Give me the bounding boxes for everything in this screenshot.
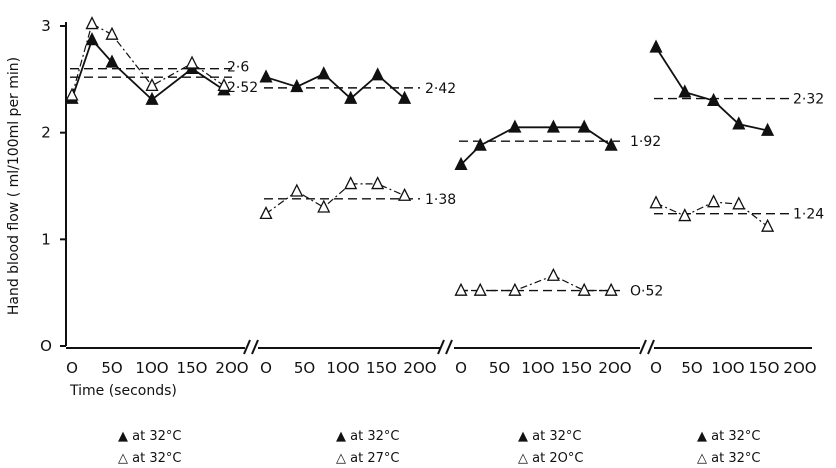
filled-triangle-point-p2 (371, 67, 385, 81)
open-triangle-point-p4 (707, 194, 721, 208)
mean-value-label: 1·38 (425, 192, 456, 208)
axis-break-mark (647, 339, 655, 355)
y-tick-label: 3 (41, 17, 51, 35)
y-axis-label: Hand blood flow ( ml/100ml per min) (6, 57, 22, 315)
axis-break-mark (445, 339, 453, 355)
filled-triangle-point-p1 (85, 32, 99, 46)
filled-triangle-point-p4 (678, 84, 692, 98)
filled-triangle-point-p2 (317, 66, 331, 80)
open-triangle-point-p3 (508, 282, 522, 296)
filled-triangle-point-p2 (344, 90, 358, 104)
open-triangle-point-p1 (105, 26, 119, 40)
mean-value-label: 2·32 (793, 92, 824, 108)
filled-series-line-p4 (655, 46, 768, 132)
open-triangle-point-p4 (761, 218, 775, 232)
filled-triangle-point-p4 (732, 116, 746, 130)
x-tick-label-p3: 2OO (598, 359, 631, 377)
x-tick-label-p2: 5O (294, 359, 315, 377)
y-tick-label: 2 (41, 124, 51, 142)
x-tick-label-p3: 1OO (521, 359, 554, 377)
y-tick-label: O (40, 337, 52, 355)
open-triangle-point-p3 (454, 282, 468, 296)
legend-filled-p2: ▲ at 32°C (336, 429, 399, 444)
x-tick-label-p1: 1OO (135, 359, 168, 377)
x-tick-label-p1: 5O (101, 359, 122, 377)
x-tick-label-p2: 1OO (326, 359, 359, 377)
filled-triangle-point-p2 (259, 69, 273, 83)
open-series-line-p3 (461, 274, 612, 292)
x-tick-label-p4: 15O (749, 359, 780, 377)
open-triangle-point-p2 (371, 176, 385, 190)
x-tick-label-p1: O (66, 359, 78, 377)
x-axis-label: Time (seconds) (69, 383, 177, 399)
mean-value-label: 2·42 (425, 81, 456, 97)
axis-break-mark (437, 339, 445, 355)
filled-triangle-point-p3 (604, 137, 618, 151)
open-triangle-point-p1 (217, 77, 231, 92)
x-tick-label-p3: 15O (561, 359, 592, 377)
y-tick-label: 1 (41, 230, 51, 248)
open-triangle-point-p3 (604, 282, 618, 296)
legend-open-p4: △ at 32°C (697, 451, 760, 466)
x-tick-label-p4: 1OO (711, 359, 744, 377)
mean-value-label: 1·24 (793, 207, 824, 223)
filled-triangle-point-p3 (508, 119, 522, 133)
x-tick-label-p4: 2OO (783, 359, 816, 377)
x-tick-label-p2: O (260, 359, 272, 377)
open-triangle-point-p4 (649, 195, 663, 209)
open-triangle-point-p1 (145, 77, 159, 92)
filled-triangle-point-p1 (105, 54, 119, 68)
legend-open-p2: △ at 27°C (336, 451, 399, 466)
x-tick-label-p2: 2OO (403, 359, 436, 377)
mean-value-label: O·52 (630, 284, 663, 300)
filled-series-line-p2 (265, 72, 406, 100)
x-tick-label-p1: 15O (177, 359, 208, 377)
open-triangle-point-p3 (473, 282, 487, 296)
legend-filled-p4: ▲ at 32°C (697, 429, 760, 444)
filled-triangle-point-p2 (398, 90, 412, 104)
legend-filled-p1: ▲ at 32°C (118, 429, 181, 444)
open-triangle-point-p3 (546, 267, 560, 281)
filled-triangle-point-p3 (454, 156, 468, 170)
x-tick-label-p1: 2OO (215, 359, 248, 377)
x-tick-label-p3: 5O (489, 359, 510, 377)
filled-triangle-point-p3 (546, 119, 560, 133)
mean-value-label: 2·52 (227, 80, 258, 96)
open-triangle-point-p4 (678, 208, 692, 222)
open-triangle-point-p2 (344, 176, 358, 190)
mean-value-label: 1·92 (630, 134, 661, 150)
x-tick-label-p4: O (650, 359, 662, 377)
open-triangle-point-p2 (398, 187, 412, 201)
open-triangle-point-p2 (290, 183, 304, 197)
x-tick-label-p4: 5O (681, 359, 702, 377)
legend-filled-p3: ▲ at 32°C (518, 429, 581, 444)
filled-triangle-point-p3 (577, 119, 591, 133)
axis-break-mark (243, 339, 251, 355)
filled-triangle-point-p4 (707, 92, 721, 106)
open-triangle-point-p1 (65, 87, 79, 101)
open-triangle-point-p2 (259, 205, 273, 220)
x-tick-label-p2: 15O (366, 359, 397, 377)
open-series-line-p1 (71, 22, 225, 96)
filled-triangle-point-p2 (290, 79, 304, 93)
filled-triangle-point-p1 (145, 91, 159, 105)
open-triangle-point-p1 (185, 55, 199, 69)
legend-open-p1: △ at 32°C (118, 451, 181, 466)
open-triangle-point-p2 (317, 199, 331, 213)
filled-triangle-point-p3 (473, 137, 487, 151)
axis-break-mark (251, 339, 259, 355)
filled-triangle-point-p4 (649, 39, 663, 53)
x-tick-label-p3: O (455, 359, 467, 377)
legend-open-p3: △ at 2O°C (518, 451, 583, 466)
open-triangle-point-p1 (85, 16, 99, 30)
open-triangle-point-p4 (732, 196, 746, 210)
mean-value-label: 2·6 (227, 60, 249, 76)
open-triangle-point-p3 (577, 282, 591, 296)
filled-triangle-point-p4 (761, 122, 775, 136)
axis-break-mark (639, 339, 647, 355)
